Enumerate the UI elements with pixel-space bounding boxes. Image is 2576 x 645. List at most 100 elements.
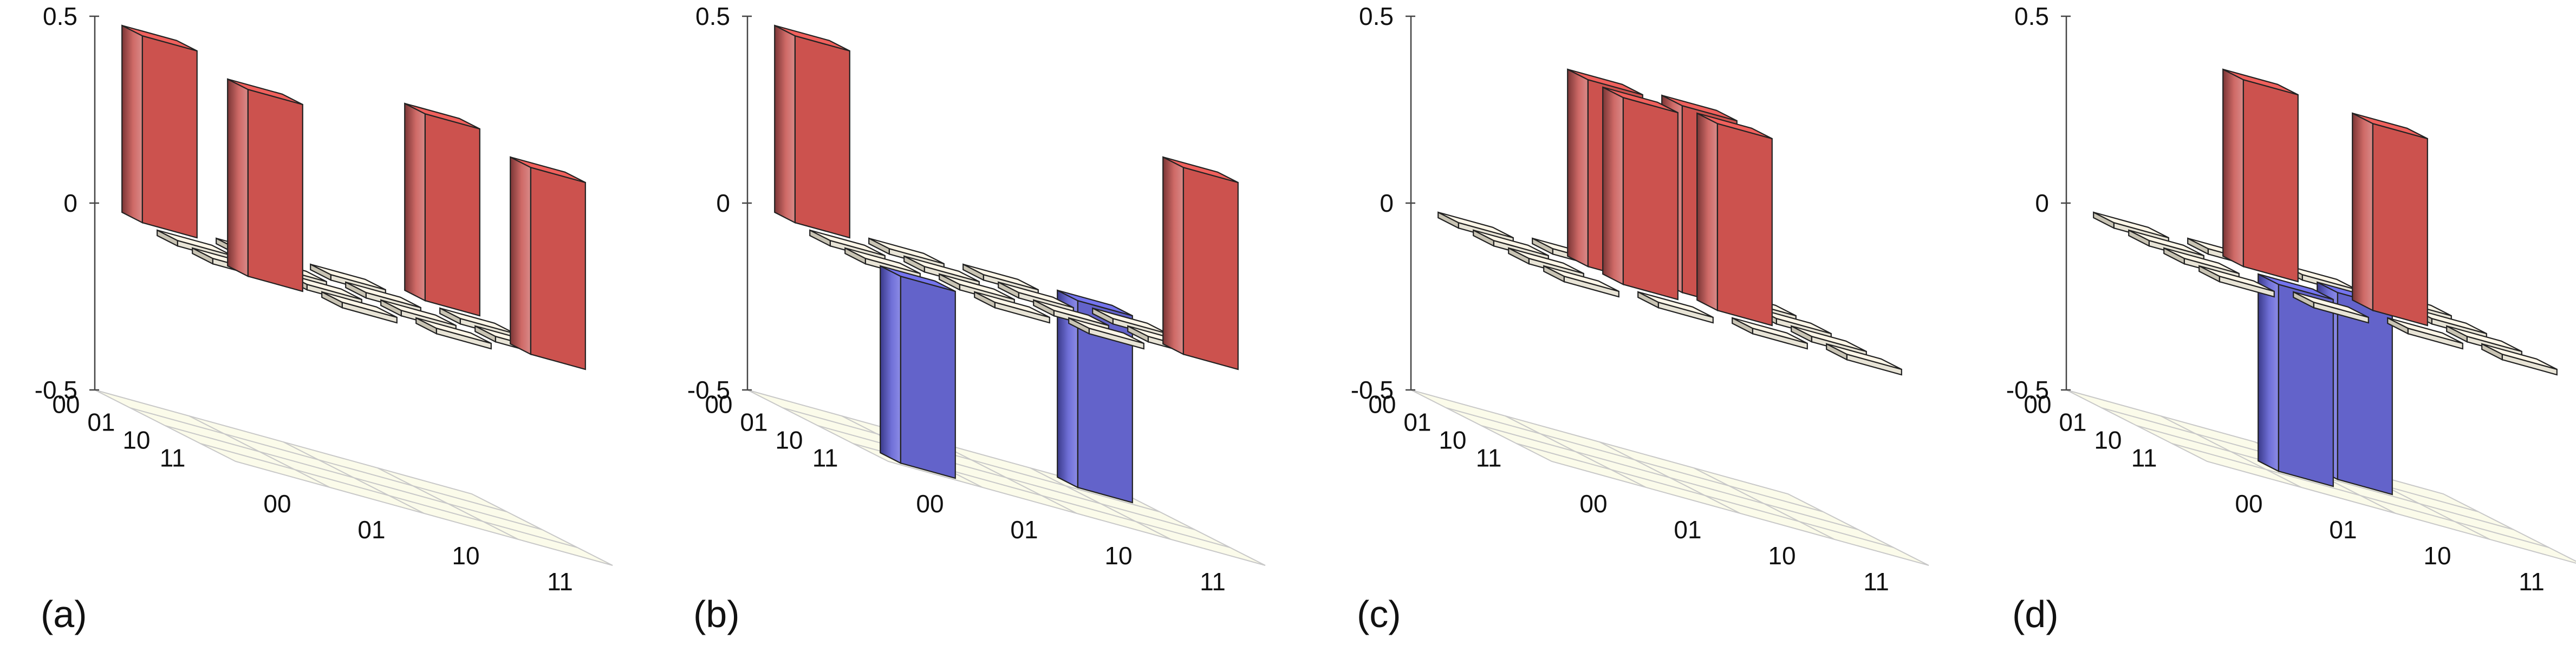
bar-top-face <box>1068 317 1144 344</box>
bar <box>321 291 398 324</box>
floor-gridline <box>1599 441 1741 514</box>
row-basis-label: 00 <box>705 390 732 419</box>
bar-side-face <box>2258 273 2279 472</box>
row-basis-label: 00 <box>52 390 80 419</box>
col-basis-label: 00 <box>916 490 944 518</box>
panel-label: (d) <box>2012 593 2059 635</box>
bar-top-face <box>868 237 945 265</box>
row-basis-label: 11 <box>2131 444 2157 472</box>
row-basis-label: 01 <box>1403 408 1431 436</box>
bar-top-face <box>809 229 886 257</box>
bar <box>1637 291 1714 324</box>
row-basis-label: 10 <box>2094 426 2122 454</box>
bar-top-face <box>2198 265 2275 292</box>
row-basis-label: 01 <box>2059 408 2086 436</box>
bar-top-face <box>121 24 198 52</box>
col-basis-label: 01 <box>1674 516 1701 544</box>
col-basis-label: 01 <box>357 516 385 544</box>
bar-top-face <box>2258 273 2334 301</box>
bar-top-face <box>1602 86 1679 114</box>
bar-top-face <box>1543 265 1619 292</box>
bar-top-face <box>903 255 980 283</box>
z-tick-label: 0.5 <box>1359 2 1394 30</box>
bar-side-face <box>1162 156 1184 355</box>
bar-front-face <box>530 166 586 370</box>
panel-label: (a) <box>41 593 87 635</box>
bar-front-face <box>900 275 956 479</box>
bar-side-face <box>2222 68 2244 268</box>
col-basis-label: 00 <box>2235 490 2262 518</box>
bar-top-face <box>962 263 1039 291</box>
bar <box>1696 112 1773 327</box>
panel-label: (b) <box>693 593 740 635</box>
bar-top-face <box>1033 299 1109 327</box>
floor-gridline <box>935 441 1077 514</box>
bar-top-face <box>1057 289 1133 317</box>
bar-front-face <box>424 113 480 317</box>
z-tick-label: -0.5 <box>687 376 730 404</box>
bar <box>1057 289 1133 504</box>
bar-top-face <box>2352 112 2428 140</box>
floor-gridline <box>1693 467 1835 540</box>
bar-top-face <box>510 156 586 184</box>
bar-top-face <box>2293 291 2369 318</box>
bar-top-face <box>404 102 480 130</box>
bar <box>2481 343 2558 376</box>
bar-top-face <box>1661 94 1738 122</box>
row-basis-label: 11 <box>812 444 838 472</box>
col-basis-label: 00 <box>1579 490 1607 518</box>
bar-front-face <box>2337 291 2393 496</box>
row-basis-label: 10 <box>1439 426 1466 454</box>
col-basis-label: 11 <box>2519 568 2545 596</box>
bar <box>1826 343 1902 376</box>
bar <box>1068 317 1144 350</box>
bar-top-face <box>1567 68 1643 96</box>
bar <box>1543 265 1619 298</box>
bar-side-face <box>880 265 902 464</box>
bar-top-face <box>380 299 457 327</box>
bar-front-face <box>247 88 303 292</box>
bar <box>510 156 586 370</box>
bar-front-face <box>2242 79 2299 283</box>
bar-top-face <box>2093 211 2169 239</box>
bar-top-face <box>1437 211 1514 239</box>
col-basis-label: 01 <box>2329 516 2357 544</box>
bar-front-face <box>794 35 850 239</box>
col-basis-label: 10 <box>1104 542 1132 570</box>
bar-front-face <box>1622 96 1679 301</box>
bar-side-face <box>1567 68 1589 268</box>
bar <box>2293 291 2369 324</box>
col-basis-label: 01 <box>1010 516 1038 544</box>
bar-top-face <box>1826 343 1902 370</box>
z-tick-label: -0.5 <box>2006 376 2049 404</box>
row-basis-label: 11 <box>160 444 186 472</box>
bar <box>2198 265 2275 298</box>
row-basis-label: 00 <box>1368 390 1396 419</box>
row-basis-label: 01 <box>87 408 115 436</box>
bar <box>1033 299 1109 332</box>
bar <box>2222 68 2299 283</box>
row-basis-label: 01 <box>740 408 767 436</box>
bar-top-face <box>310 263 386 291</box>
bar <box>404 102 480 317</box>
bar <box>227 78 303 292</box>
bar-top-face <box>2481 343 2558 370</box>
z-tick-label: -0.5 <box>1351 376 1394 404</box>
bar <box>2387 317 2463 350</box>
bar-top-face <box>2222 68 2299 96</box>
bar <box>974 291 1050 324</box>
col-basis-label: 00 <box>263 490 291 518</box>
bar-top-face <box>1473 229 1549 257</box>
col-basis-label: 10 <box>452 542 479 570</box>
bar-top-face <box>2128 229 2204 257</box>
col-basis-label: 11 <box>1200 568 1226 596</box>
bar-front-face <box>2278 283 2334 487</box>
bar-front-face <box>1716 122 1773 327</box>
z-tick-label: 0.5 <box>2014 2 2049 30</box>
bar <box>774 24 850 239</box>
floor-gridline <box>1030 467 1172 540</box>
row-basis-label: 10 <box>775 426 803 454</box>
